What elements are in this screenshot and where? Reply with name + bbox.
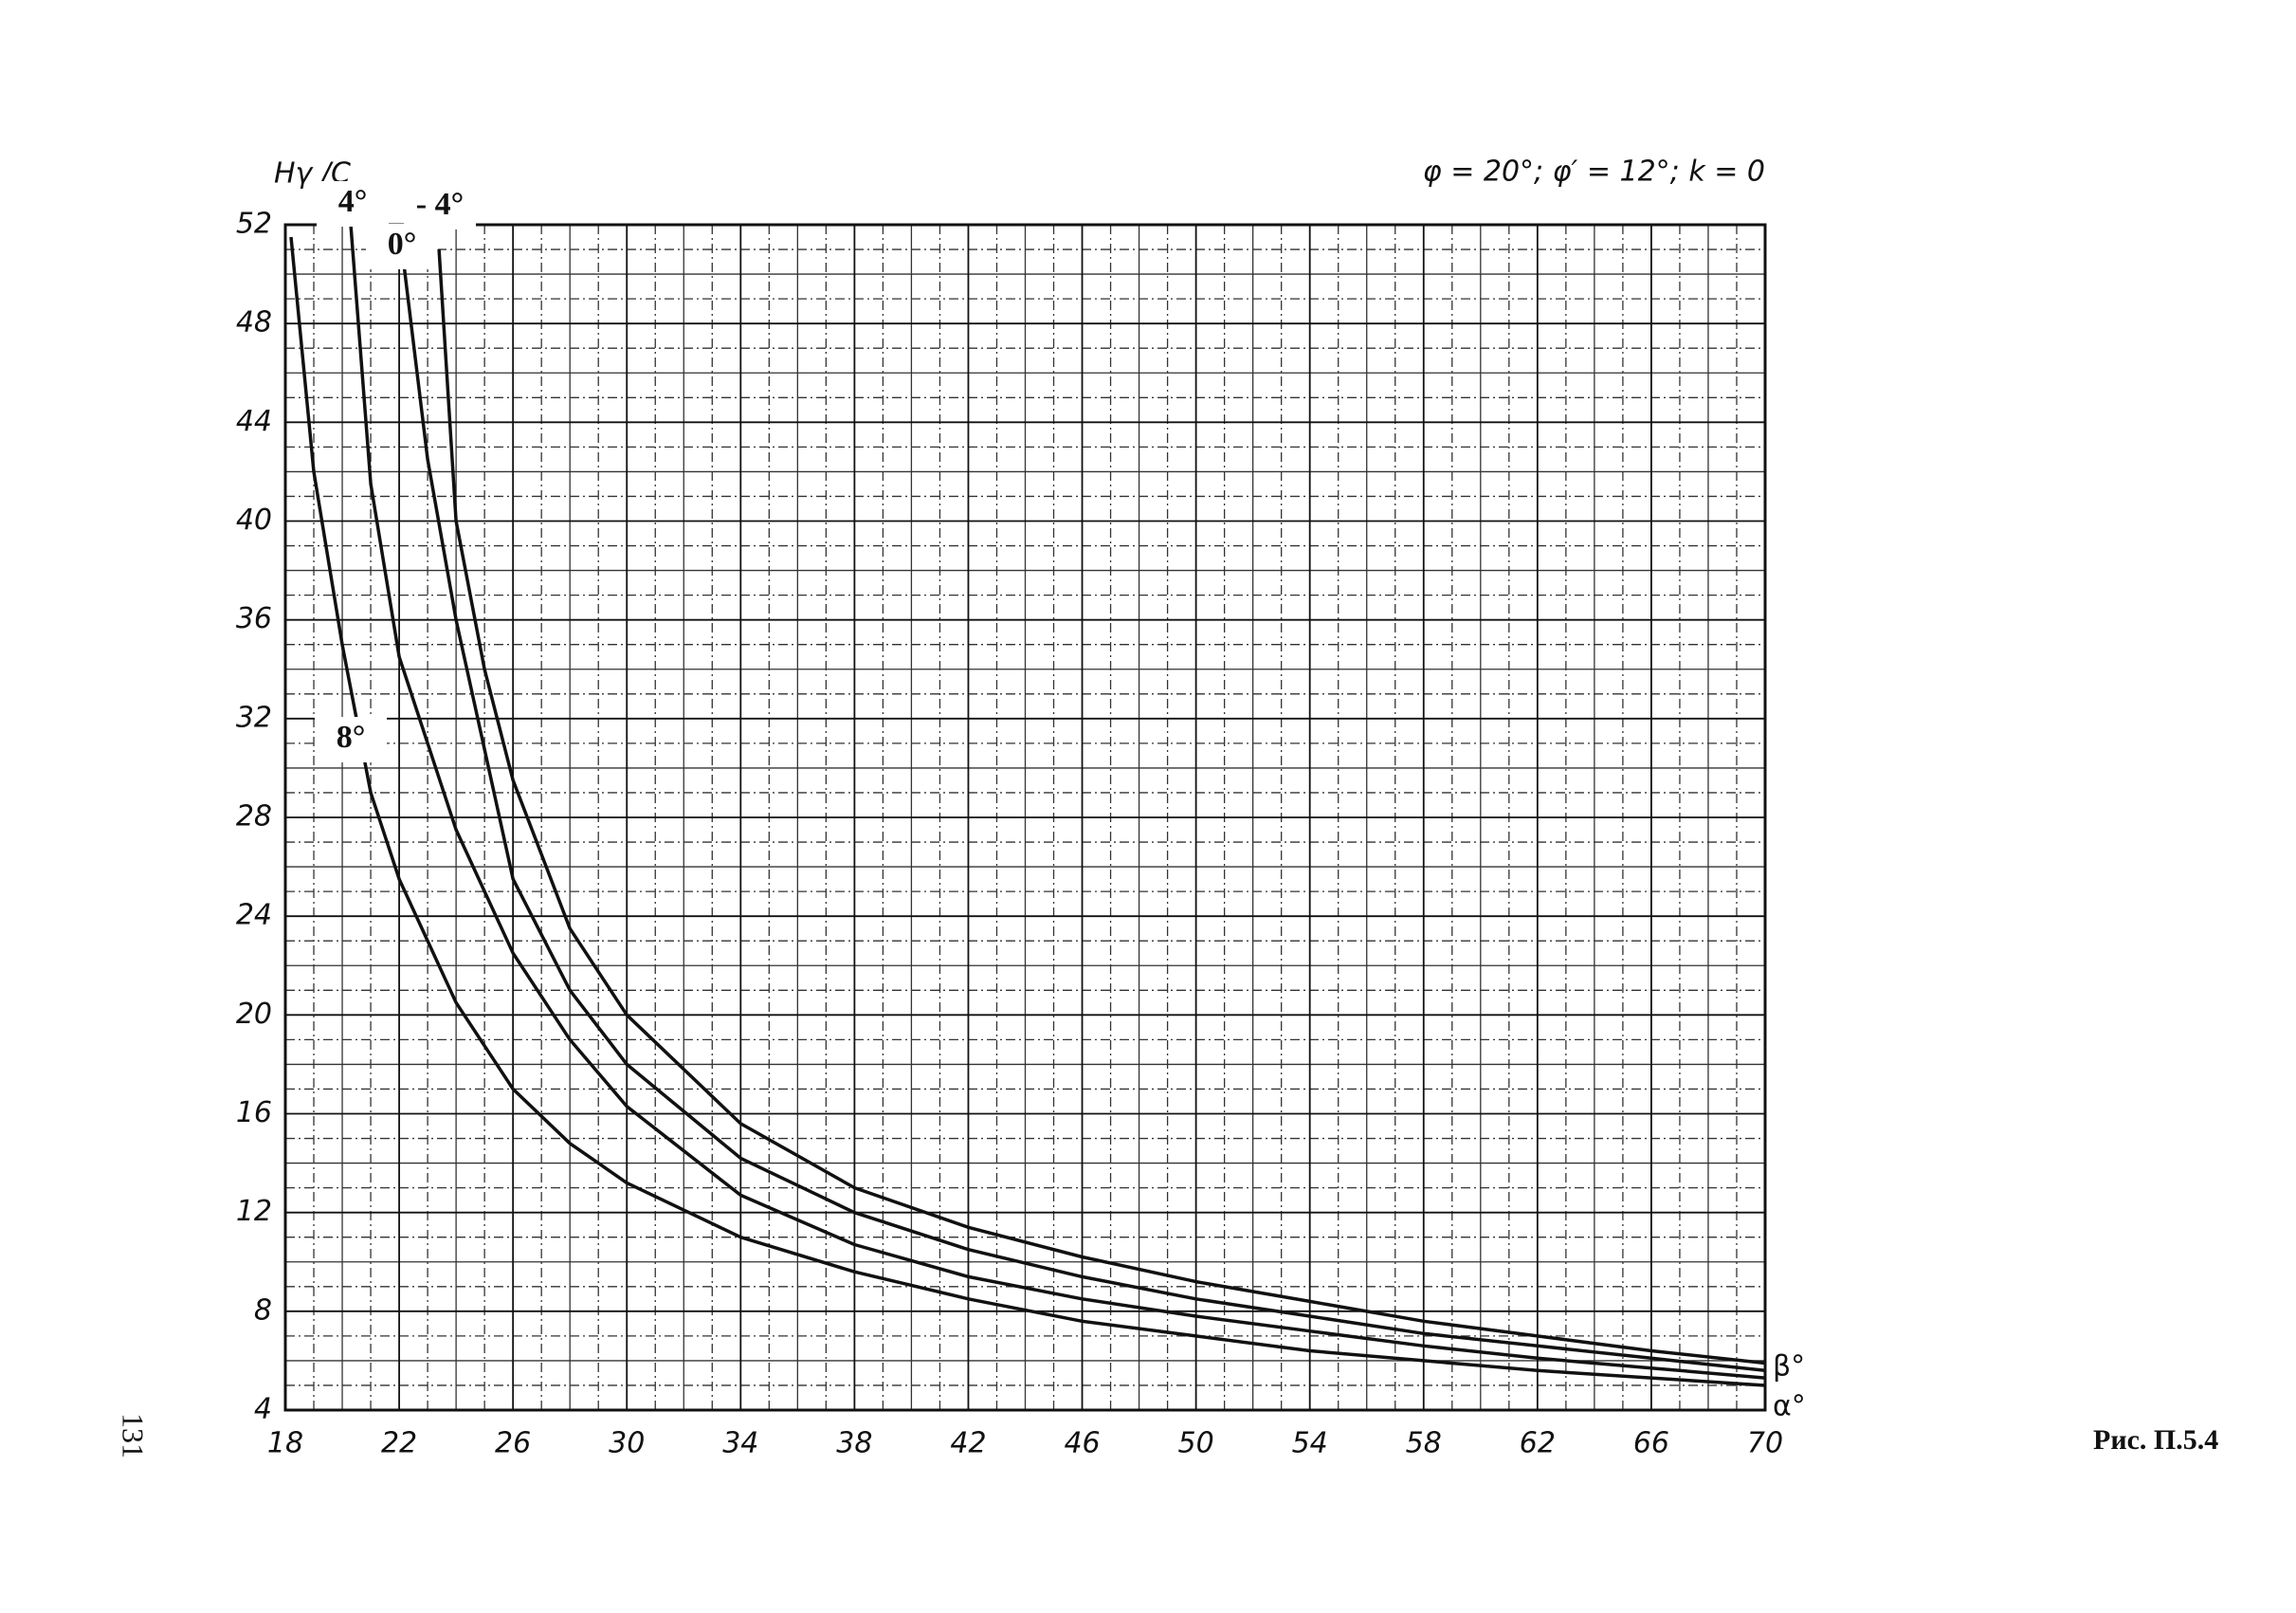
x-tick-label: 70	[1747, 1427, 1783, 1460]
x-tick-label: 66	[1633, 1427, 1669, 1460]
x-tick-label: 50	[1178, 1427, 1214, 1460]
plot-frame	[283, 223, 1767, 1412]
y-tick-label: 8	[254, 1293, 272, 1327]
curve	[400, 248, 1766, 1373]
curve	[349, 224, 1766, 1380]
y-tick-label: 52	[236, 208, 272, 241]
x-tick-label: 54	[1292, 1427, 1328, 1460]
y-tick-label: 12	[236, 1195, 272, 1228]
curve-label: - 4°	[416, 187, 464, 222]
x-tick-label: 42	[950, 1427, 986, 1460]
y-tick-label: 40	[236, 504, 272, 537]
x-tick-label: 62	[1520, 1427, 1556, 1460]
curve-label-bg	[404, 184, 476, 229]
y-tick-label: 44	[236, 405, 272, 438]
y-tick-label: 4	[254, 1393, 272, 1426]
x-tick-label: 38	[836, 1427, 872, 1460]
x-tick-label: 26	[495, 1427, 531, 1460]
curve	[437, 248, 1766, 1366]
page-number: 131	[117, 1413, 151, 1458]
x-tick-label: 34	[722, 1427, 758, 1460]
y-tick-label: 20	[236, 998, 272, 1031]
curve	[289, 236, 1766, 1387]
x-tick-label: 58	[1406, 1427, 1442, 1460]
curve-label: 8°	[337, 720, 366, 755]
y-tick-label: 48	[236, 306, 272, 339]
y-tick-label: 36	[236, 602, 272, 635]
x-tick-label: 18	[267, 1427, 303, 1460]
y-tick-label: 28	[236, 800, 272, 834]
curve-label-bg	[317, 181, 389, 227]
caption: Рис. П.5.4	[2093, 1424, 2218, 1456]
x-tick-label: 46	[1064, 1427, 1100, 1460]
x-tick-label: 22	[381, 1427, 417, 1460]
x-tick-label: 30	[609, 1427, 645, 1460]
curve-label-bg	[315, 717, 387, 762]
curve-label-bg	[366, 224, 438, 269]
x-axis-label: α°	[1773, 1390, 1806, 1423]
series-label: β°	[1773, 1350, 1805, 1384]
chart-title: φ = 20°; φ′ = 12°; k = 0	[1423, 156, 1765, 189]
curve-label: 4°	[338, 184, 368, 219]
y-tick-label: 24	[236, 899, 272, 932]
curve-label: 0°	[388, 227, 417, 262]
y-tick-label: 32	[236, 701, 272, 734]
y-tick-label: 16	[236, 1096, 272, 1129]
